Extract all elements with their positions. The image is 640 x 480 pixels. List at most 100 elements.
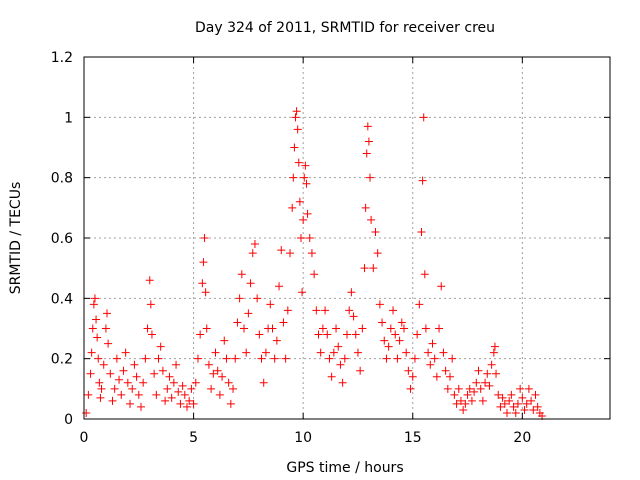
y-tick-label: 0.6 (51, 231, 73, 247)
data-point (178, 381, 187, 390)
data-point (108, 396, 117, 405)
data-point (334, 342, 343, 351)
data-point (325, 354, 334, 363)
data-point (397, 318, 406, 327)
data-point (106, 369, 115, 378)
data-point (343, 330, 351, 339)
data-point (527, 396, 536, 405)
data-point (463, 390, 472, 399)
data-point (454, 384, 463, 393)
data-point (380, 336, 389, 345)
data-point (356, 366, 365, 375)
data-point (382, 354, 391, 363)
data-point (470, 387, 479, 396)
data-point (134, 390, 143, 399)
data-point (520, 405, 529, 414)
data-point (498, 393, 507, 402)
data-point (305, 234, 314, 242)
data-point (502, 408, 511, 417)
data-point (312, 306, 321, 315)
data-point (406, 384, 415, 393)
data-point (272, 336, 281, 345)
data-point (211, 348, 220, 357)
data-point (443, 384, 452, 393)
data-point (266, 300, 275, 309)
data-point (358, 324, 367, 333)
data-point (417, 227, 426, 236)
data-point (296, 234, 305, 242)
data-point (193, 354, 202, 363)
grid-lines (84, 57, 610, 419)
data-point (303, 209, 312, 218)
data-point (421, 324, 430, 333)
data-point (467, 396, 476, 405)
data-point (196, 330, 205, 339)
data-point (268, 324, 277, 333)
data-point (399, 324, 408, 333)
data-point (459, 405, 468, 414)
data-point (165, 372, 174, 381)
data-point (461, 399, 470, 408)
data-point (366, 173, 375, 182)
data-point (248, 249, 257, 258)
data-point (226, 399, 235, 408)
x-tick-label: 5 (189, 430, 198, 446)
data-point (408, 372, 417, 381)
data-point (363, 122, 372, 131)
data-point (378, 318, 387, 327)
data-point (161, 396, 170, 405)
data-point (101, 324, 110, 333)
data-point (156, 342, 165, 351)
data-point (509, 402, 518, 411)
data-point (126, 399, 135, 408)
data-point (452, 399, 461, 408)
data-point (281, 354, 290, 363)
data-point (115, 375, 124, 384)
data-point (446, 372, 455, 381)
data-point (187, 384, 196, 393)
data-point (294, 158, 303, 167)
data-point (507, 390, 516, 399)
data-point (200, 234, 209, 242)
data-point (448, 354, 457, 363)
data-point (533, 402, 542, 411)
data-point (332, 324, 341, 333)
data-point (347, 288, 356, 297)
data-point (369, 264, 378, 273)
data-point (112, 354, 121, 363)
data-point (289, 173, 298, 182)
data-point (152, 390, 161, 399)
data-point (481, 378, 490, 387)
data-point (371, 227, 380, 236)
data-point (298, 288, 307, 297)
data-point (257, 354, 266, 363)
data-point (143, 324, 152, 333)
data-point (424, 348, 433, 357)
data-point (147, 330, 156, 339)
data-point (244, 309, 253, 318)
data-point (391, 330, 400, 339)
x-tick-label: 0 (80, 430, 89, 446)
data-point (505, 396, 514, 405)
y-tick-label: 1 (64, 110, 73, 126)
data-points (82, 107, 547, 420)
data-point (130, 360, 139, 369)
data-point (465, 384, 474, 393)
data-point (145, 276, 154, 285)
data-point (277, 246, 286, 255)
data-point (300, 173, 309, 182)
data-point (158, 366, 167, 375)
data-point (362, 149, 371, 158)
data-point (176, 399, 185, 408)
data-point (97, 384, 106, 393)
data-point (432, 372, 441, 381)
data-point (435, 324, 444, 333)
data-point (93, 333, 102, 342)
data-point (270, 354, 279, 363)
data-point (96, 393, 105, 402)
data-point (524, 384, 533, 393)
data-point (302, 179, 311, 188)
data-point (121, 348, 130, 357)
data-point (351, 330, 360, 339)
data-point (386, 324, 395, 333)
